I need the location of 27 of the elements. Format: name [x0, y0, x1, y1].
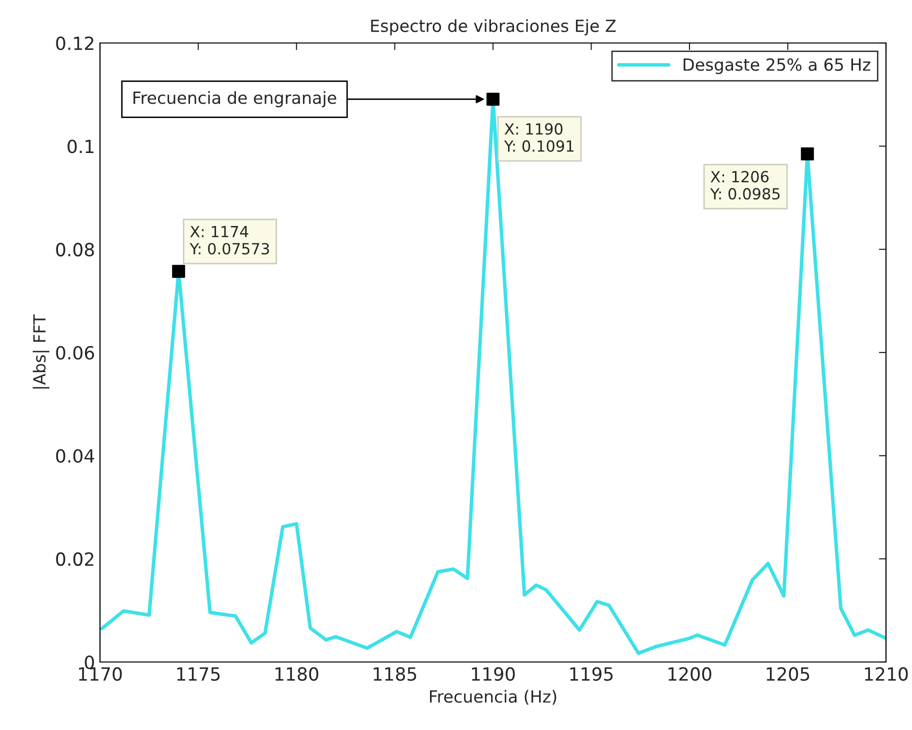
point [800, 147, 814, 160]
x-tick-label: 1175 [177, 667, 220, 681]
x-tick-label: 1190 [472, 667, 515, 681]
y-tick-label: 0.1 [68, 140, 94, 154]
y-tick-label: 0 [84, 655, 94, 670]
y-tick-label: 0.12 [56, 36, 94, 50]
annotation: X: 1190 Y: 0.1091 [504, 123, 574, 152]
x-axis-title: Frecuencia (Hz) [430, 690, 556, 705]
point [172, 264, 186, 278]
x-tick-label: 1195 [570, 667, 613, 681]
x-tick-label: 1170 [79, 667, 122, 681]
y-tick-label: 0.04 [56, 449, 94, 463]
annotation: X: 1206 Y: 0.0985 [710, 170, 780, 200]
y-tick-label: 0.06 [56, 346, 94, 360]
x-tick-label: 1185 [374, 667, 416, 681]
x-tick-label: 1200 [668, 667, 712, 681]
x-tick-label: 1210 [865, 667, 908, 681]
chart-title: Espectro de vibraciones Eje Z [371, 19, 616, 36]
point [486, 92, 500, 106]
x-tick-label: 1180 [276, 667, 318, 681]
annotation: Frecuencia de engranaje [134, 91, 336, 108]
annotation: X: 1174 Y: 0.07573 [190, 226, 269, 255]
y-axis-title: |Abs| FFT [32, 314, 50, 389]
legend-label: Desgaste 25% a 65 Hz [684, 58, 870, 74]
y-tick-label: 0.02 [56, 552, 94, 566]
y-tick-label: 0.08 [56, 242, 94, 256]
x-tick-label: 1205 [766, 667, 810, 681]
